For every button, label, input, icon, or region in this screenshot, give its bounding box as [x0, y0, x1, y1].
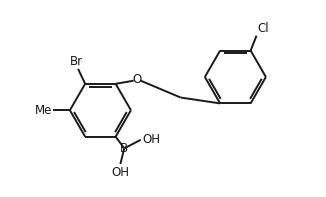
Text: B: B [120, 142, 128, 155]
Text: OH: OH [142, 133, 160, 146]
Text: Cl: Cl [257, 22, 269, 35]
Text: Me: Me [35, 104, 52, 117]
Text: OH: OH [111, 166, 129, 179]
Text: Br: Br [69, 55, 83, 68]
Text: O: O [133, 73, 142, 86]
